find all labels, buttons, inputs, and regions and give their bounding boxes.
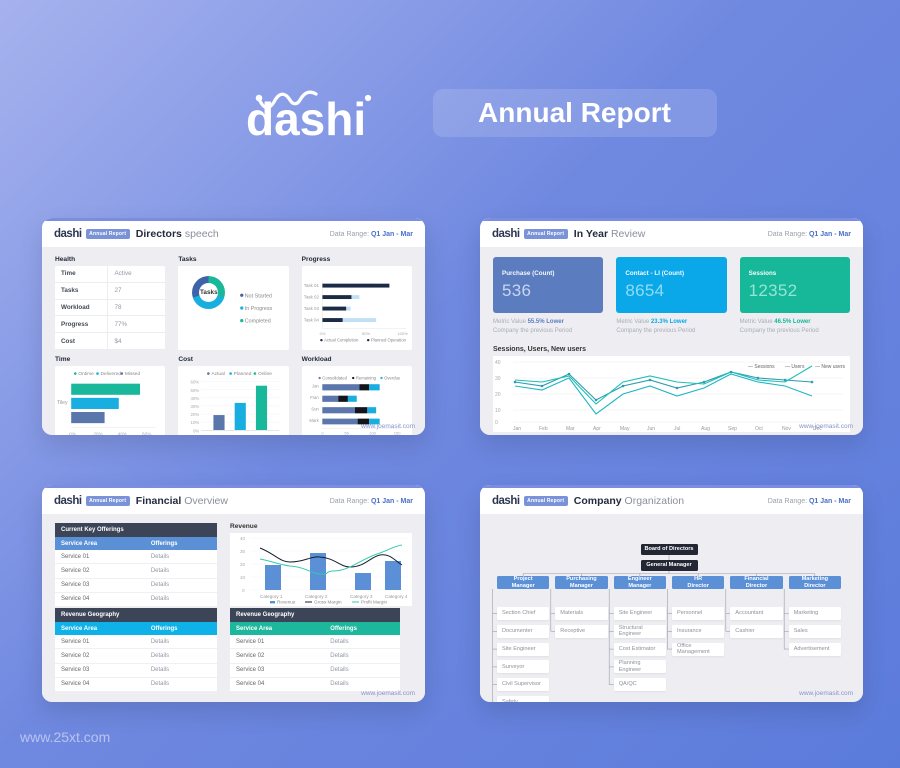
svg-text:In Progress: In Progress — [245, 306, 273, 312]
svg-text:Missed: Missed — [125, 371, 141, 377]
svg-text:Fran: Fran — [310, 395, 319, 400]
svg-text:Actual Completion: Actual Completion — [324, 337, 359, 342]
svg-text:60%: 60% — [142, 431, 151, 435]
svg-text:— New users: — New users — [815, 364, 846, 370]
svg-text:Actual: Actual — [212, 371, 225, 377]
svg-text:Apr: Apr — [593, 426, 601, 432]
svg-text:Jan: Jan — [312, 384, 319, 389]
svg-text:50: 50 — [344, 430, 349, 435]
svg-text:60%: 60% — [191, 380, 200, 385]
svg-text:Category 2: Category 2 — [305, 594, 328, 599]
svg-text:— Users: — Users — [785, 364, 805, 370]
svg-text:10: 10 — [240, 575, 246, 580]
svg-text:0: 0 — [242, 588, 245, 593]
svg-text:20%: 20% — [191, 412, 200, 417]
svg-text:30: 30 — [495, 376, 501, 382]
svg-text:Consolidated: Consolidated — [322, 375, 347, 380]
svg-text:Jul: Jul — [674, 426, 680, 432]
svg-text:10: 10 — [495, 408, 501, 414]
svg-text:150: 150 — [393, 430, 401, 435]
svg-text:Online: Online — [258, 371, 272, 377]
svg-text:Aug: Aug — [701, 426, 710, 432]
svg-text:Revenue: Revenue — [277, 600, 296, 605]
svg-text:Delivered: Delivered — [101, 371, 122, 377]
svg-text:May: May — [620, 426, 630, 432]
svg-text:Planned Operation: Planned Operation — [371, 337, 407, 342]
svg-text:Sep: Sep — [728, 426, 737, 432]
svg-text:Feb: Feb — [539, 426, 548, 432]
svg-text:Category 3: Category 3 — [350, 594, 373, 599]
svg-text:0%: 0% — [319, 331, 325, 336]
svg-text:0: 0 — [321, 430, 324, 435]
svg-text:Profit Margin: Profit Margin — [361, 600, 387, 605]
svg-text:30: 30 — [240, 549, 246, 554]
svg-text:Gross Margin: Gross Margin — [314, 600, 342, 605]
svg-text:— Sessions: — Sessions — [748, 364, 775, 370]
svg-text:Task 02: Task 02 — [303, 295, 319, 300]
svg-text:Ontime: Ontime — [78, 371, 94, 377]
svg-text:Mark: Mark — [309, 418, 319, 423]
svg-text:Remaining: Remaining — [356, 375, 377, 380]
svg-text:20: 20 — [495, 392, 501, 398]
svg-text:100: 100 — [369, 430, 377, 435]
svg-text:Sun: Sun — [311, 407, 319, 412]
svg-text:Oct: Oct — [755, 426, 763, 432]
svg-text:Completed: Completed — [245, 319, 271, 325]
svg-text:Task 04: Task 04 — [303, 318, 319, 323]
svg-text:Planned: Planned — [234, 371, 252, 377]
svg-text:Mar: Mar — [566, 426, 575, 432]
svg-text:100%: 100% — [397, 331, 408, 336]
svg-text:Jan: Jan — [513, 426, 521, 432]
svg-text:10%: 10% — [191, 420, 200, 425]
svg-text:dashi: dashi — [246, 93, 366, 144]
svg-text:0%: 0% — [193, 428, 199, 433]
svg-text:0%: 0% — [69, 431, 76, 435]
svg-text:Not Started: Not Started — [245, 293, 272, 299]
svg-text:50%: 50% — [191, 388, 200, 393]
svg-text:Task 01: Task 01 — [303, 283, 319, 288]
svg-text:Tiley: Tiley — [57, 400, 68, 406]
svg-text:Category 4: Category 4 — [385, 594, 408, 599]
svg-text:40: 40 — [495, 360, 501, 366]
svg-text:Jun: Jun — [647, 426, 655, 432]
svg-text:20%: 20% — [93, 431, 102, 435]
svg-text:40: 40 — [240, 536, 246, 541]
svg-text:Nov: Nov — [782, 426, 791, 432]
svg-text:0: 0 — [495, 420, 498, 426]
svg-text:40%: 40% — [191, 396, 200, 401]
svg-text:Task 03: Task 03 — [303, 306, 319, 311]
svg-text:20: 20 — [240, 562, 246, 567]
svg-text:50%: 50% — [362, 331, 371, 336]
svg-text:40%: 40% — [118, 431, 127, 435]
svg-text:30%: 30% — [191, 404, 200, 409]
svg-text:Category 1: Category 1 — [260, 594, 283, 599]
svg-text:Overdue: Overdue — [384, 375, 401, 380]
